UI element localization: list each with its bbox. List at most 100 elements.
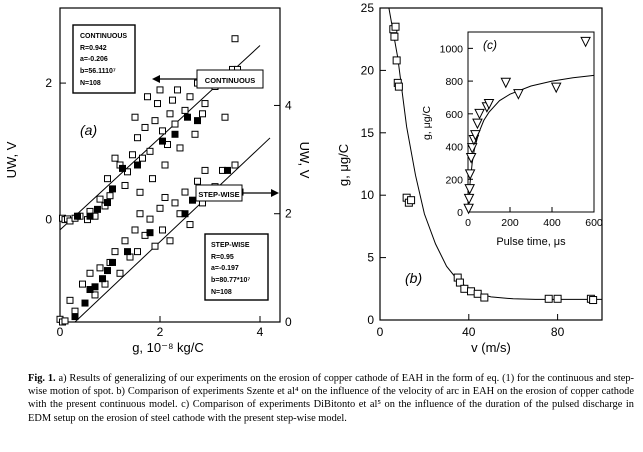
- panel-a-open-point: [169, 96, 176, 104]
- panel-c-point: [463, 193, 475, 205]
- panel-c-x-tick-label: 400: [543, 217, 561, 229]
- panel-a-open-point: [201, 100, 209, 108]
- panel-a-open-point: [186, 93, 194, 101]
- panel-b-point: [455, 278, 464, 287]
- panel-a-filled-point: [189, 196, 196, 204]
- panel-a-open-point: [61, 317, 69, 325]
- panel-c-x-label: Pulse time, μs: [496, 236, 566, 248]
- panel-a-filled-point: [81, 299, 89, 307]
- panel-a-chart: 0 2 4 0 2 0 2 4 (a) UW, V UW, V g, 10⁻⁸ kg/C CO…: [4, 7, 312, 355]
- panel-c-x-tick-label: 600: [585, 217, 603, 229]
- step-wise-annotation: STEP-WISE: [195, 184, 279, 202]
- panel-a-open-point: [111, 154, 119, 162]
- panel-a-open-point: [201, 166, 209, 174]
- panel-a-filled-point: [159, 137, 166, 145]
- panel-a-filled-point: [194, 117, 201, 125]
- panel-a-open-point: [181, 188, 189, 196]
- panel-a-open-point: [159, 226, 166, 234]
- panel-a-x-tick-label: 4: [257, 325, 264, 339]
- panel-b-point: [392, 56, 401, 65]
- step-wise-fit-b: b=80.77*10⁷: [211, 277, 250, 284]
- panel-a-open-point: [121, 181, 129, 189]
- panel-a-open-point: [231, 35, 239, 43]
- panel-c-point: [464, 169, 476, 180]
- panel-c-y-tick-label: 400: [445, 142, 463, 154]
- panel-a-open-point: [86, 269, 94, 277]
- panel-a-open-point: [106, 192, 114, 200]
- panel-a-filled-point: [184, 113, 191, 121]
- panel-a-filled-point: [86, 212, 94, 220]
- figure-caption: Fig. 1. a) Results of generalizing of ou…: [28, 372, 634, 425]
- continuous-annotation: CONTINUOUS: [152, 69, 264, 89]
- panel-a-filled-point: [91, 283, 99, 291]
- panel-a-open-point: [156, 86, 164, 94]
- panel-a-filled-point: [74, 212, 81, 220]
- panel-a-open-point: [146, 215, 154, 223]
- panel-a-x-tick-label: 0: [57, 325, 64, 339]
- panel-a-open-point: [144, 93, 151, 101]
- panel-a-filled-point: [224, 166, 231, 174]
- panel-a-open-point: [96, 264, 104, 272]
- panel-a-right-y-label: UW, V: [297, 142, 312, 179]
- continuous-annotation-label: CONTINUOUS: [205, 76, 255, 85]
- panel-c-point: [500, 77, 512, 89]
- panel-a-open-point: [181, 106, 189, 114]
- panel-a-fit-line: [74, 137, 271, 323]
- panel-c-frame: [467, 31, 595, 213]
- panel-a-open-point: [176, 144, 184, 152]
- panel-b-point: [480, 293, 489, 302]
- step-wise-fit-n: N=108: [211, 289, 232, 296]
- panel-a-open-point: [149, 175, 156, 183]
- panel-a-filled-point: [124, 248, 131, 256]
- panel-a-filled-point: [109, 185, 116, 193]
- panel-a-label: (a): [80, 122, 97, 138]
- panel-b-x-tick-label: 80: [551, 325, 565, 339]
- panel-b-point: [407, 196, 416, 205]
- panel-a-open-point: [156, 204, 164, 212]
- panel-c-point: [580, 36, 591, 48]
- panel-a-open-point: [116, 269, 124, 277]
- panel-c-point: [474, 108, 485, 120]
- panel-a-open-point: [174, 86, 181, 94]
- panel-a-filled-point: [171, 130, 179, 138]
- panel-a-filled-point: [71, 313, 79, 321]
- panel-b-point: [544, 294, 553, 303]
- panel-a-right-y-tick-label: 4: [285, 98, 292, 112]
- panel-a-open-point: [154, 100, 161, 108]
- panel-a-open-point: [141, 123, 149, 131]
- panel-b-point: [467, 287, 476, 296]
- panel-a-open-point: [166, 110, 174, 118]
- panel-a-open-point: [171, 199, 179, 207]
- panel-b-x-label: v (m/s): [471, 340, 511, 355]
- caption-text: a) Results of generalizing of our experi…: [28, 373, 634, 424]
- panel-a-left-y-label: UW, V: [4, 141, 19, 178]
- panel-a-open-point: [159, 127, 166, 135]
- panel-b-point: [391, 22, 400, 31]
- panel-c-point: [466, 143, 478, 154]
- panel-b-point: [390, 32, 399, 41]
- panel-a-open-point: [96, 195, 104, 203]
- panel-c-point: [470, 130, 481, 141]
- panel-a-open-point: [66, 296, 74, 304]
- panel-b-y-label: g, μg/C: [336, 144, 351, 186]
- panel-a-open-point: [129, 151, 136, 159]
- panel-a-x-label: g, 10⁻⁸ kg/C: [132, 340, 204, 355]
- panel-c-y-tick-label: 600: [445, 109, 463, 121]
- panel-c-x-tick-label: 0: [465, 217, 471, 229]
- panel-b-x-tick-label: 40: [462, 325, 476, 339]
- panel-a-open-point: [121, 237, 129, 245]
- panel-a-open-point: [91, 291, 99, 299]
- panel-a-open-point: [131, 226, 139, 234]
- panel-a-filled-point: [94, 205, 101, 213]
- step-wise-annotation-label: STEP-WISE: [198, 190, 239, 199]
- panel-c-point: [513, 89, 524, 100]
- panel-c-point: [464, 184, 475, 195]
- panel-a-open-point: [161, 161, 169, 169]
- panel-a-filled-point: [119, 164, 126, 172]
- panel-b-point: [553, 294, 562, 303]
- panel-a-open-point: [136, 188, 144, 196]
- panel-b-point: [473, 289, 482, 298]
- panel-b-point: [460, 284, 469, 293]
